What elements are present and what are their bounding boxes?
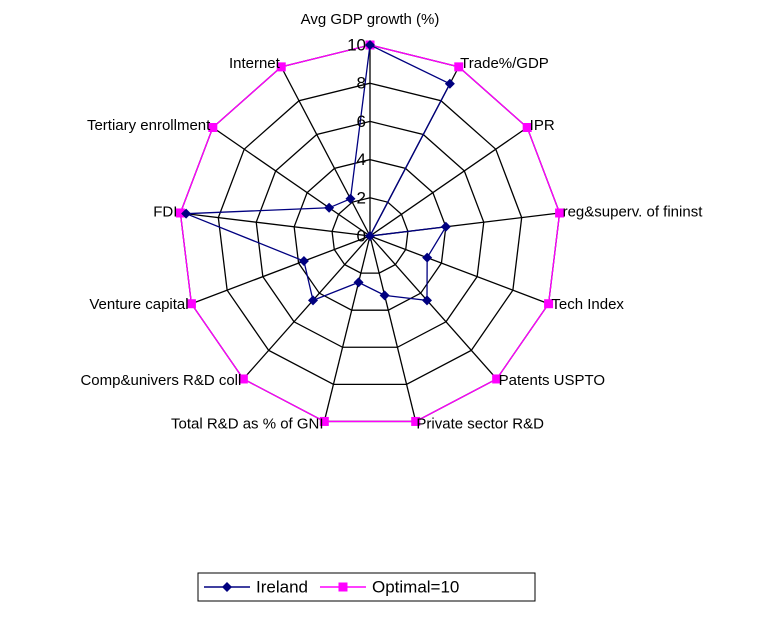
spoke	[191, 235, 371, 305]
legend-box	[197, 572, 536, 602]
r-tick-label: 2	[357, 188, 366, 207]
spoke	[280, 66, 371, 237]
series-marker	[365, 231, 375, 241]
series-marker	[440, 221, 451, 232]
spoke	[212, 126, 371, 237]
series-marker	[544, 299, 554, 309]
spoke	[323, 235, 371, 422]
legend-marker	[222, 582, 232, 592]
series-marker	[308, 295, 319, 306]
series-marker	[208, 122, 218, 132]
category-label: FDI	[153, 204, 177, 221]
legend: Ireland Optimal=10	[204, 577, 459, 596]
series-marker	[353, 277, 364, 288]
category-label: Internet	[229, 55, 281, 72]
series-marker	[444, 78, 455, 89]
spoke	[369, 235, 417, 422]
series	[175, 40, 565, 426]
series-marker	[319, 416, 329, 426]
series-marker	[492, 374, 502, 384]
series-marker	[365, 40, 375, 50]
labels: 0 2 4 6 8 10 Avg GDP growth (%) Trade%/GDP IPR re…	[80, 11, 703, 432]
grid-ring	[331, 197, 409, 274]
category-label: Tertiary enrollment	[87, 117, 211, 134]
series-marker	[175, 208, 185, 218]
spoke	[180, 212, 371, 237]
legend-label: Ireland	[256, 577, 308, 596]
category-label: Comp&univers R&D coll	[80, 372, 241, 389]
series-marker	[324, 202, 335, 213]
series-marker	[186, 299, 196, 309]
r-tick-label: 10	[347, 35, 366, 54]
series-marker	[421, 295, 432, 306]
series-line	[179, 44, 561, 423]
series-marker	[555, 208, 565, 218]
category-label: Total R&D as % of GNI	[171, 415, 324, 432]
series-marker	[181, 208, 192, 219]
grid-ring	[255, 120, 485, 348]
series-marker	[298, 256, 309, 267]
series-marker	[379, 290, 390, 301]
series-marker	[411, 416, 421, 426]
r-tick-label: 8	[357, 74, 366, 93]
category-label: Venture capital	[89, 296, 188, 313]
category-label: IPR	[530, 117, 555, 134]
category-label: Private sector R&D	[416, 415, 544, 432]
legend-label: Optimal=10	[372, 577, 459, 596]
grid-ring	[293, 158, 447, 311]
spoke	[369, 235, 498, 380]
spoke	[242, 235, 371, 380]
category-label: Avg GDP growth (%)	[301, 11, 440, 28]
spoke	[369, 126, 528, 237]
r-tick-label: 6	[357, 112, 366, 131]
category-label: Tech Index	[551, 296, 624, 313]
series-marker	[422, 252, 433, 263]
spoke	[369, 235, 549, 305]
legend-marker	[338, 582, 348, 592]
category-label: Trade%/GDP	[460, 55, 549, 72]
grid-ring	[217, 82, 523, 386]
series-marker	[454, 62, 464, 72]
category-label: Patents USPTO	[499, 372, 605, 389]
r-tick-label: 0	[357, 226, 366, 245]
category-label: reg&superv. of fininst	[563, 204, 704, 221]
series-marker	[522, 122, 532, 132]
series-marker	[345, 193, 356, 204]
r-tick-label: 4	[357, 150, 366, 169]
series-line	[185, 44, 451, 302]
series-marker	[238, 374, 248, 384]
series-marker	[276, 62, 286, 72]
